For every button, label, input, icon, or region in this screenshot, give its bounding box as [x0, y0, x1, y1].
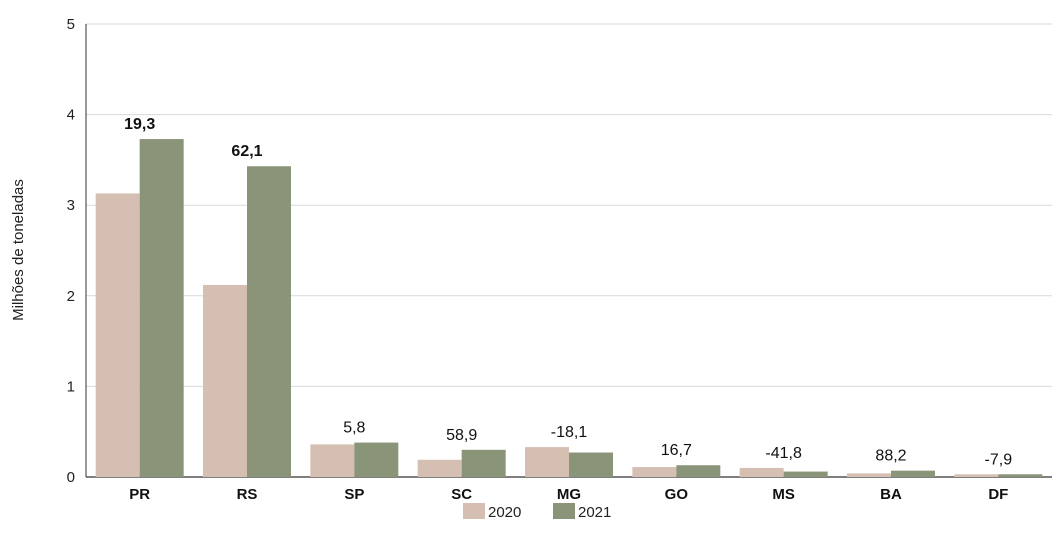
data-label-rs: 62,1	[231, 143, 262, 160]
bar-2020-go	[632, 467, 677, 477]
data-label-df: -7,9	[985, 451, 1013, 468]
bar-2020-ms	[739, 467, 784, 477]
x-tick-label-rs: RS	[237, 486, 258, 503]
bar-2020-ba	[847, 473, 891, 477]
x-tick-label-pr: PR	[129, 486, 150, 503]
bar-2020-df	[954, 474, 999, 477]
bar-2020-sp	[310, 444, 355, 477]
data-label-pr: 19,3	[124, 116, 155, 133]
legend: 2020 2021	[463, 503, 611, 521]
bar-2020-sc	[417, 459, 462, 477]
x-tick-label-ms: MS	[772, 486, 795, 503]
bar-2021-df	[998, 474, 1043, 477]
x-tick-label-mg: MG	[557, 486, 581, 503]
x-tick-label-go: GO	[665, 486, 689, 503]
y-tick-label: 1	[67, 378, 75, 395]
bar-2020-mg	[525, 447, 569, 477]
legend-label-2021: 2021	[578, 504, 611, 521]
data-label-go: 16,7	[661, 442, 692, 459]
x-tick-label-ba: BA	[880, 486, 902, 503]
data-label-ba: 88,2	[875, 448, 906, 465]
tick-labels: 0 1 2 3 4 5 PR RS SP SC MG GO MS BA DF	[67, 16, 1009, 503]
legend-swatch-2021	[553, 503, 575, 519]
bar-2021-sc	[461, 449, 506, 477]
y-axis-label: Milhões de toneladas	[10, 179, 27, 321]
y-tick-label: 0	[67, 469, 75, 486]
y-tick-label: 5	[67, 16, 75, 33]
y-tick-label: 3	[67, 197, 75, 214]
data-labels: 19,3 62,1 5,8 58,9 -18,1 16,7 -41,8 88,2 -7,9	[124, 116, 1012, 468]
bar-2021-pr	[139, 139, 184, 477]
bar-2021-mg	[569, 452, 613, 477]
data-label-sp: 5,8	[343, 420, 365, 437]
legend-swatch-2020	[463, 503, 485, 519]
bar-2021-sp	[354, 442, 399, 477]
bar-2021-go	[676, 465, 721, 477]
bar-2021-rs	[247, 166, 291, 477]
x-tick-label-df: DF	[988, 486, 1008, 503]
data-label-ms: -41,8	[765, 445, 802, 462]
bars	[95, 139, 1043, 477]
bar-2021-ba	[891, 470, 935, 477]
bar-2020-rs	[203, 284, 247, 477]
bar-2020-pr	[95, 193, 140, 477]
y-tick-label: 2	[67, 288, 75, 305]
data-label-sc: 58,9	[446, 427, 477, 444]
data-label-mg: -18,1	[551, 424, 588, 441]
x-tick-label-sp: SP	[344, 486, 364, 503]
legend-label-2020: 2020	[488, 504, 521, 521]
x-tick-label-sc: SC	[451, 486, 472, 503]
bar-2021-ms	[783, 471, 828, 477]
y-tick-label: 4	[67, 107, 75, 124]
